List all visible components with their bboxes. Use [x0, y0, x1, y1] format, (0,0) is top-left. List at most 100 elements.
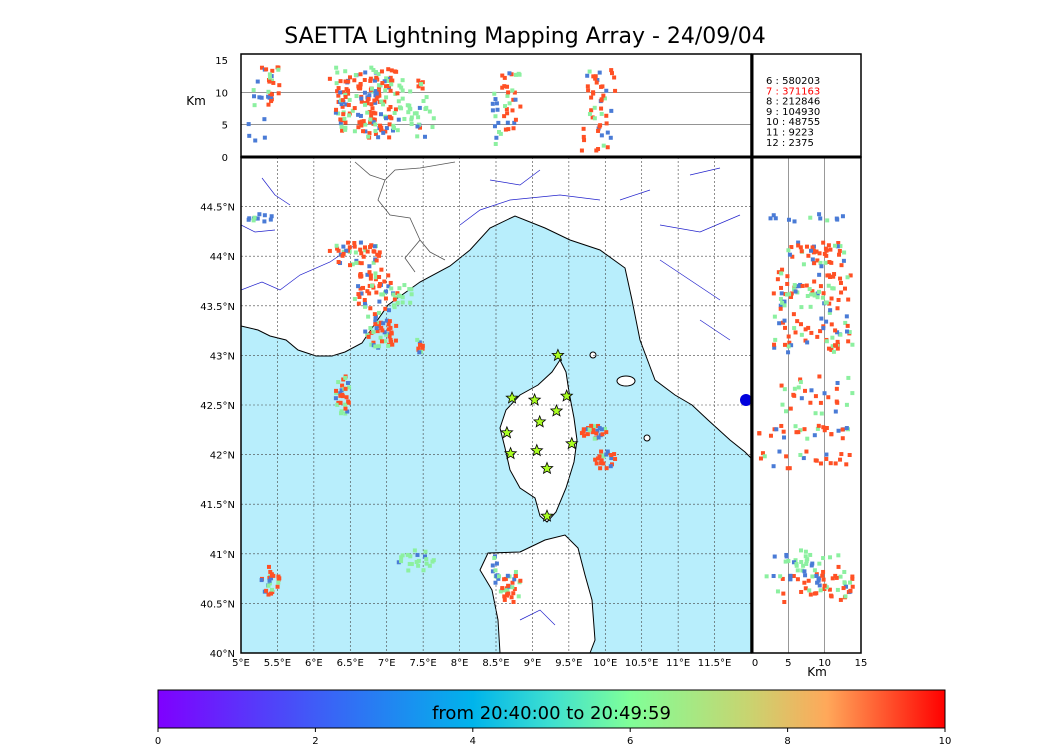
lightning-source-point	[368, 306, 373, 311]
lightning-source-point	[599, 427, 604, 432]
lightning-source-point	[400, 300, 405, 305]
lightning-source-point	[838, 276, 843, 281]
lightning-source-point	[850, 584, 855, 589]
lightning-source-point	[598, 466, 603, 471]
lightning-source-point	[498, 589, 503, 594]
lightning-source-point	[842, 250, 847, 255]
lightning-source-point	[340, 383, 345, 388]
lightning-source-point	[252, 103, 257, 108]
lightning-source-point	[613, 456, 618, 461]
lightning-source-point	[782, 342, 787, 347]
lightning-source-point	[602, 426, 607, 431]
lightning-source-point	[259, 578, 264, 583]
lightning-source-point	[374, 91, 379, 96]
lightning-source-point	[393, 338, 398, 343]
map-lightning-sources	[246, 212, 618, 604]
lightning-source-point	[408, 300, 413, 305]
lightning-source-point	[833, 409, 838, 414]
lightning-source-point	[378, 335, 383, 340]
lightning-source-point	[405, 552, 410, 557]
lightning-source-point	[361, 129, 366, 134]
lightning-source-point	[493, 97, 498, 102]
lightning-source-point	[393, 107, 398, 112]
lightning-source-point	[803, 327, 808, 332]
lightning-source-point	[513, 117, 518, 122]
lightning-source-point	[591, 74, 596, 79]
lightning-source-point	[828, 555, 833, 560]
lightning-source-point	[269, 587, 274, 592]
lightning-source-point	[796, 385, 801, 390]
lightning-source-point	[356, 292, 361, 297]
lightning-source-point	[341, 112, 346, 117]
lightning-source-point	[338, 121, 343, 126]
lightning-source-point	[275, 584, 280, 589]
lightning-source-point	[817, 583, 822, 588]
lightning-source-point	[850, 342, 855, 347]
lightning-source-point	[585, 84, 590, 89]
top-tick-label: 15	[215, 56, 228, 67]
lightning-source-point	[372, 98, 377, 103]
lightning-source-point	[597, 70, 602, 75]
lightning-source-point	[807, 588, 812, 593]
lightning-source-point	[502, 577, 507, 582]
lightning-source-point	[409, 115, 414, 120]
lightning-source-point	[587, 112, 592, 117]
lightning-source-point	[774, 427, 779, 432]
lightning-source-point	[773, 216, 778, 221]
lightning-source-point	[593, 457, 598, 462]
lightning-source-point	[506, 591, 511, 596]
lightning-source-point	[344, 248, 349, 253]
lightning-source-point	[819, 316, 824, 321]
station-star-icon	[549, 403, 564, 417]
lightning-source-point	[599, 458, 604, 463]
lightning-source-point	[363, 329, 368, 334]
lightning-source-point	[394, 69, 399, 74]
lightning-source-point	[785, 466, 790, 471]
lightning-source-point	[368, 76, 373, 81]
lightning-source-point	[338, 79, 343, 84]
lightning-source-point	[836, 241, 841, 246]
lightning-source-point	[336, 93, 341, 98]
lon-tick-label: 7.5°E	[410, 658, 437, 669]
lightning-source-point	[826, 283, 831, 288]
lightning-source-point	[327, 76, 332, 81]
lightning-source-point	[333, 396, 338, 401]
side-panel-axis-label: Km	[807, 665, 827, 679]
lightning-source-point	[827, 260, 832, 265]
lightning-source-point	[815, 426, 820, 431]
side-tick-label: 10	[818, 658, 831, 669]
lightning-source-point	[504, 586, 509, 591]
lightning-source-point	[376, 344, 381, 349]
lightning-source-point	[341, 90, 346, 95]
lightning-source-point	[397, 83, 402, 88]
lightning-source-point	[369, 283, 374, 288]
count-row: 6 : 580203	[766, 76, 820, 87]
lightning-source-point	[847, 330, 852, 335]
count-row: 10 : 48755	[766, 117, 820, 128]
lightning-source-point	[806, 578, 811, 583]
lightning-source-point	[492, 556, 497, 561]
lightning-source-point	[409, 292, 414, 297]
lightning-source-point	[377, 299, 382, 304]
lightning-source-point	[608, 464, 613, 469]
lightning-source-point	[399, 85, 404, 90]
lightning-source-point	[365, 272, 370, 277]
lightning-source-point	[379, 125, 384, 130]
lightning-source-point	[779, 291, 784, 296]
lightning-source-point	[503, 104, 508, 109]
lightning-source-point	[259, 95, 264, 100]
lightning-source-point	[359, 119, 364, 124]
lightning-source-point	[422, 554, 427, 559]
lightning-source-point	[384, 126, 389, 131]
lightning-source-point	[798, 380, 803, 385]
lightning-source-point	[372, 78, 377, 83]
lightning-source-point	[779, 271, 784, 276]
lightning-source-point	[362, 301, 367, 306]
lightning-source-point	[581, 427, 586, 432]
lightning-source-point	[505, 593, 510, 598]
lightning-source-point	[368, 276, 373, 281]
lightning-source-point	[343, 411, 348, 416]
lightning-source-point	[267, 79, 272, 84]
lightning-source-point	[346, 240, 351, 245]
lightning-source-point	[399, 559, 404, 564]
